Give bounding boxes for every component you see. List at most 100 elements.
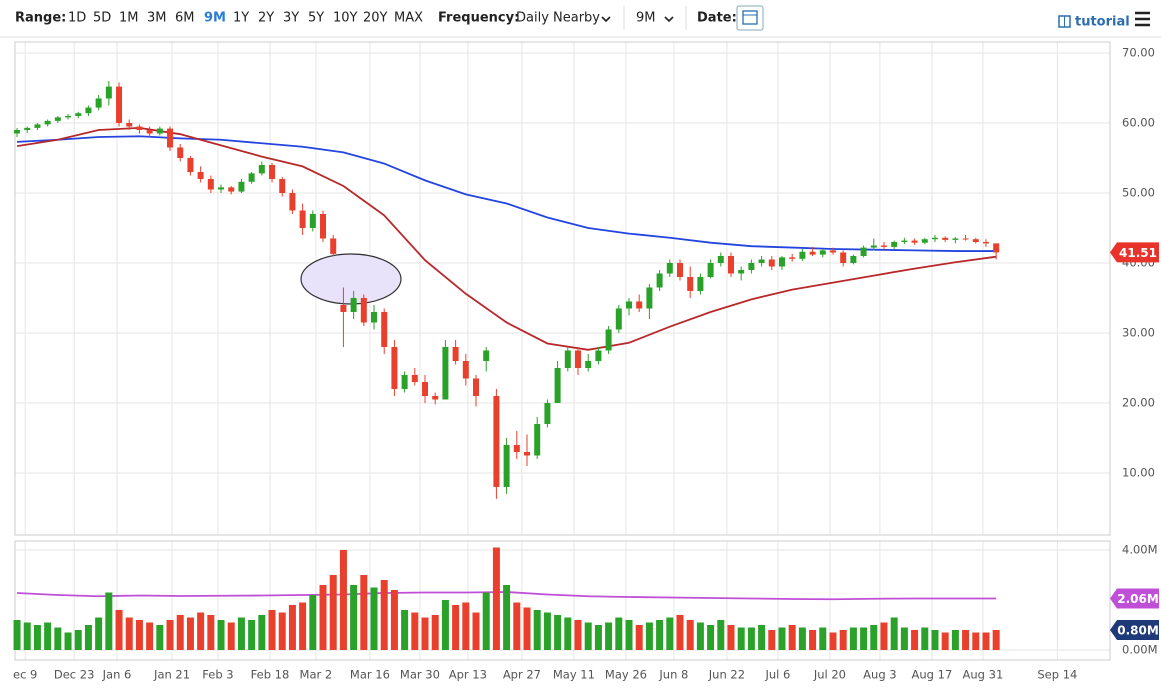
tutorial[interactable]: tutorial	[1075, 15, 1130, 30]
candle-body	[789, 257, 796, 259]
volume-bar	[156, 625, 164, 650]
candle-body	[503, 444, 510, 487]
range-button[interactable]: 6M	[175, 11, 195, 26]
x-tick-label: Jul 20	[813, 668, 846, 682]
candle-body	[595, 350, 602, 361]
moving-average	[16, 135, 997, 252]
volume-bar	[13, 620, 21, 650]
volume-bar	[554, 615, 562, 650]
x-tick-label: Jun 22	[708, 668, 745, 682]
volume-bar	[992, 630, 1000, 650]
candle-body	[615, 308, 622, 330]
volume-bar	[64, 632, 72, 650]
frequency-select[interactable]: Daily Nearby	[516, 11, 600, 26]
candle-body	[473, 378, 480, 396]
volume-bar	[635, 625, 643, 650]
candle-body	[942, 237, 949, 240]
candle-body	[697, 276, 704, 291]
volume-bar	[411, 612, 419, 650]
candle-body	[524, 451, 531, 456]
calendar-button[interactable]	[736, 5, 764, 31]
volume-bar	[849, 627, 857, 650]
range-button[interactable]: 1D	[68, 11, 86, 26]
volume-bar	[809, 630, 817, 650]
volume-bar	[217, 620, 225, 650]
volume-bar	[890, 617, 898, 650]
volume-bar	[431, 615, 439, 650]
volume-bar	[441, 600, 449, 650]
candle-body	[931, 237, 938, 240]
volume-average-badge: 2.06M	[1117, 592, 1159, 606]
candle-body	[228, 187, 235, 192]
candle-body	[962, 238, 969, 240]
volume-bar	[594, 625, 602, 650]
volume-bar	[941, 632, 949, 650]
volume-bar	[329, 575, 337, 650]
candle-body	[901, 240, 908, 242]
volume-bar	[798, 627, 806, 650]
range-button[interactable]: MAX	[394, 11, 423, 26]
x-tick-label: Aug 31	[963, 668, 1004, 682]
volume-bar	[696, 622, 704, 650]
volume-bar	[758, 625, 766, 650]
candle-body	[493, 395, 500, 487]
volume-bar	[370, 587, 378, 650]
volume-bar	[605, 622, 613, 650]
volume-bar	[625, 620, 633, 650]
range-button[interactable]: 5D	[93, 11, 111, 26]
x-tick-label: Mar 30	[400, 668, 440, 682]
volume-bar	[319, 585, 327, 650]
candle-body	[65, 115, 72, 118]
range-button[interactable]: 3M	[147, 11, 167, 26]
candle-body	[340, 304, 347, 312]
candle-body	[778, 257, 785, 267]
volume-bar	[513, 602, 521, 650]
y-tick-label: 50.00	[1122, 185, 1155, 199]
volume-bar	[227, 622, 235, 650]
candle-body	[625, 301, 632, 309]
volume-bar	[146, 622, 154, 650]
candle-body	[258, 164, 265, 174]
volume-bar	[288, 605, 296, 650]
y-tick-label: 10.00	[1122, 465, 1155, 479]
chevron	[664, 16, 674, 23]
volume-bar	[401, 610, 409, 650]
candle-body	[462, 360, 469, 379]
volume-bar	[574, 620, 582, 650]
candle-body	[411, 374, 418, 382]
menu-button[interactable]	[1135, 11, 1150, 27]
candle-body	[768, 259, 775, 267]
candle-body	[972, 239, 979, 242]
candle-body	[167, 128, 174, 148]
volume-bar	[472, 612, 480, 650]
candle-body	[891, 241, 898, 247]
candle-body	[24, 127, 31, 130]
range-button[interactable]: 10Y	[333, 11, 358, 26]
range-button[interactable]: 3Y	[283, 11, 299, 26]
volume-bar	[115, 610, 123, 650]
candle-body	[218, 187, 225, 190]
candle-body	[432, 395, 439, 400]
volume-bar	[900, 627, 908, 650]
range-button[interactable]: 9M	[204, 11, 226, 26]
period-select[interactable]: 9M	[636, 11, 656, 26]
volume-bar	[492, 547, 500, 650]
y-tick-label: 60.00	[1122, 115, 1155, 129]
candle-body	[54, 117, 61, 121]
range-button[interactable]: 5Y	[308, 11, 324, 26]
volume-bar	[666, 617, 674, 650]
candle-body	[360, 297, 367, 323]
range-button[interactable]: 1Y	[233, 11, 249, 26]
candle-body	[809, 251, 816, 255]
candle-body	[105, 86, 112, 99]
volume-bar	[839, 630, 847, 650]
range-button[interactable]: 2Y	[258, 11, 274, 26]
volume-bar	[656, 620, 664, 650]
range-button[interactable]: 20Y	[363, 11, 388, 26]
volume-bar	[33, 625, 41, 650]
volume-bar	[23, 622, 31, 650]
tutorial-link[interactable]: tutorial	[1058, 15, 1130, 30]
volume-bar	[533, 610, 541, 650]
range-button[interactable]: 1M	[119, 11, 139, 26]
